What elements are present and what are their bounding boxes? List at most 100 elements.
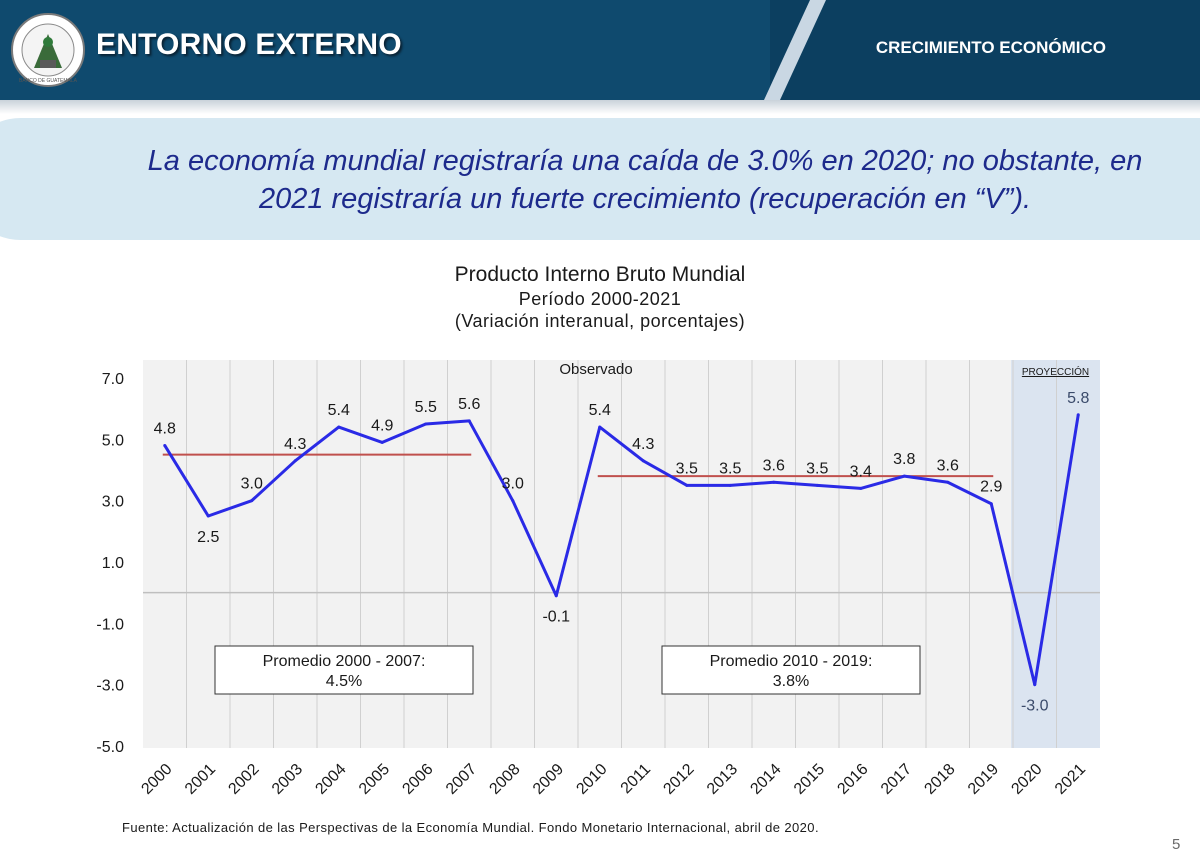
data-point	[163, 443, 167, 447]
header-stripe	[764, 0, 826, 100]
data-label: 3.4	[850, 463, 872, 480]
data-point	[902, 474, 906, 478]
data-point	[467, 419, 471, 423]
x-tick-label: 2001	[182, 761, 219, 798]
x-tick-label: 2009	[530, 761, 567, 798]
data-point	[424, 422, 428, 426]
source-note: Fuente: Actualización de las Perspectiva…	[122, 820, 819, 835]
data-label: 5.4	[328, 402, 350, 419]
data-label: -0.1	[542, 609, 570, 626]
data-point	[946, 480, 950, 484]
header-right-panel	[770, 0, 1200, 100]
data-label: 3.5	[676, 460, 698, 477]
x-tick-label: 2004	[312, 761, 349, 798]
section-title: CRECIMIENTO ECONÓMICO	[875, 38, 1106, 57]
data-label: 3.6	[937, 457, 959, 474]
x-tick-label: 2005	[356, 761, 393, 798]
data-point	[685, 483, 689, 487]
x-tick-label: 2010	[573, 761, 610, 798]
headline-line1: La economía mundial registraría una caíd…	[147, 145, 1143, 177]
x-tick-label: 2021	[1052, 761, 1089, 798]
data-label: 3.8	[893, 451, 915, 468]
data-point	[250, 499, 254, 503]
y-tick-label: 1.0	[102, 555, 124, 572]
x-tick-label: 2013	[704, 761, 741, 798]
x-tick-label: 2008	[486, 761, 523, 798]
observed-label: Observado	[559, 361, 632, 378]
data-label: 5.4	[589, 402, 611, 419]
y-tick-label: -3.0	[96, 678, 124, 695]
data-label: 5.5	[415, 399, 437, 416]
headline-line2: 2021 registraría un fuerte crecimiento (…	[258, 183, 1032, 215]
data-point	[815, 483, 819, 487]
x-tick-label: 2011	[618, 761, 654, 797]
data-point	[772, 480, 776, 484]
average-box-title: Promedio 2010 - 2019:	[710, 653, 873, 670]
average-box-title: Promedio 2000 - 2007:	[263, 653, 426, 670]
x-tick-label: 2002	[225, 761, 262, 798]
x-tick-label: 2017	[878, 761, 915, 798]
data-point	[728, 483, 732, 487]
data-point	[598, 425, 602, 429]
x-tick-label: 2014	[747, 761, 784, 798]
data-point	[989, 502, 993, 506]
data-label: 4.9	[371, 417, 393, 434]
data-label: 5.8	[1067, 390, 1089, 407]
data-point	[511, 499, 515, 503]
x-tick-label: 2007	[443, 761, 480, 798]
chart-title: Producto Interno Bruto Mundial	[454, 263, 746, 286]
data-label: -3.0	[1021, 698, 1049, 715]
chart-title-block: Producto Interno Bruto Mundial Período 2…	[280, 262, 920, 332]
data-label: 3.0	[502, 476, 524, 493]
data-point	[337, 425, 341, 429]
banco-de-guatemala-logo: BANCO DE GUATEMALA	[11, 13, 85, 87]
data-point	[206, 514, 210, 518]
data-point	[859, 486, 863, 490]
headline-banner	[0, 118, 1200, 240]
average-box-value: 4.5%	[326, 673, 362, 690]
page-number: 5	[1172, 836, 1181, 853]
data-label: 3.0	[241, 476, 263, 493]
x-tick-label: 2003	[269, 761, 306, 798]
average-box-value: 3.8%	[773, 673, 809, 690]
x-tick-label: 2016	[834, 761, 871, 798]
data-point	[1033, 683, 1037, 687]
data-label: 2.9	[980, 479, 1002, 496]
data-point	[1076, 413, 1080, 417]
data-label: 3.6	[763, 457, 785, 474]
x-tick-label: 2006	[399, 761, 436, 798]
data-label: 4.3	[284, 436, 306, 453]
projection-label: PROYECCIÓN	[1022, 365, 1089, 378]
x-tick-label: 2018	[921, 761, 958, 798]
gdp-series-line	[163, 414, 1080, 687]
data-label: 3.5	[806, 460, 828, 477]
x-tick-label: 2000	[138, 761, 175, 798]
x-tick-label: 2012	[660, 761, 697, 798]
chart-subtitle-2: (Variación interanual, porcentajes)	[454, 311, 746, 331]
y-tick-label: 5.0	[102, 432, 124, 449]
x-tick-label: 2015	[791, 761, 828, 798]
y-tick-label: -5.0	[96, 739, 124, 756]
y-tick-label: -1.0	[96, 616, 124, 633]
data-point	[380, 440, 384, 444]
x-tick-label: 2020	[1008, 761, 1045, 798]
y-tick-label: 3.0	[102, 494, 124, 511]
data-point	[554, 594, 558, 598]
headline: La economía mundial registraría una caíd…	[110, 142, 1180, 218]
x-tick-label: 2019	[965, 761, 1002, 798]
average-box	[214, 645, 474, 695]
data-label: 5.6	[458, 396, 480, 413]
logo-text: BANCO DE GUATEMALA	[19, 78, 78, 84]
y-tick-label: 7.0	[102, 371, 124, 388]
data-label: 4.3	[632, 436, 654, 453]
data-label: 3.5	[719, 460, 741, 477]
data-point	[641, 459, 645, 463]
page-title: ENTORNO EXTERNO	[96, 28, 402, 61]
average-box	[661, 645, 921, 695]
data-label: 2.5	[197, 529, 219, 546]
data-point	[293, 459, 297, 463]
data-label: 4.8	[154, 420, 176, 437]
header-shadow	[0, 100, 1200, 114]
chart-subtitle: Período 2000-2021	[518, 289, 682, 309]
